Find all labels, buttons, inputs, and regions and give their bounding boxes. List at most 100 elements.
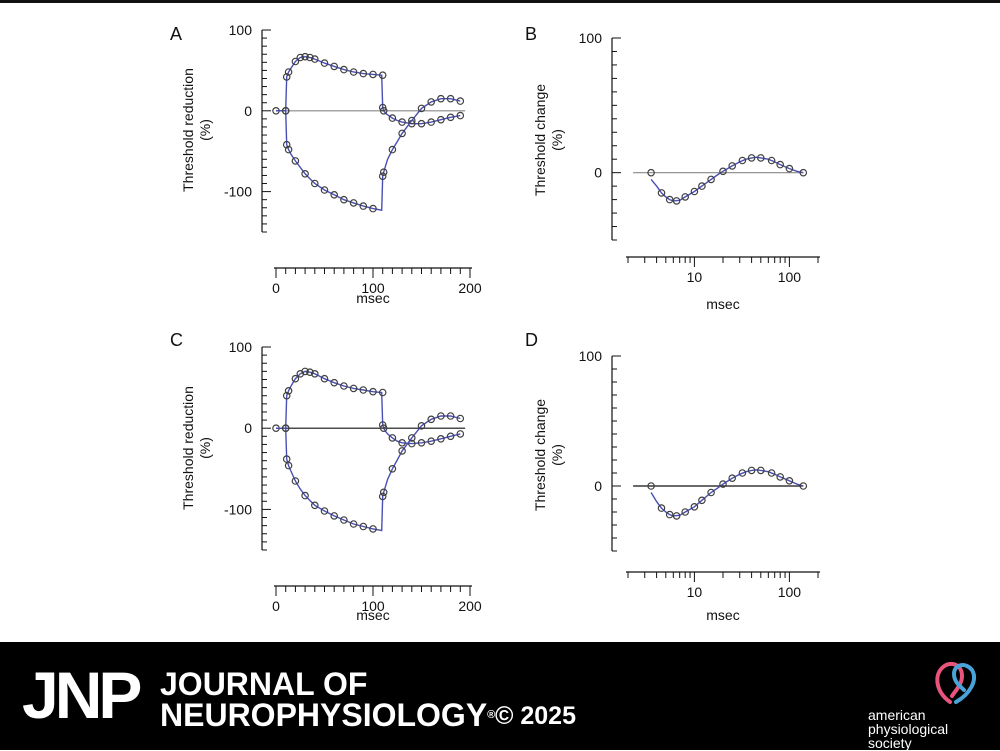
data-point	[417, 421, 426, 430]
data-point	[446, 432, 455, 441]
data-point	[320, 59, 329, 67]
series-line-hyperpolarizing	[276, 98, 461, 212]
data-point	[379, 168, 388, 177]
data-point	[340, 65, 348, 74]
x-tick-label: 100	[361, 280, 385, 296]
data-point	[284, 461, 293, 470]
y-axis-label-line2: (%)	[549, 129, 565, 151]
data-point	[756, 154, 765, 162]
data-point	[785, 164, 794, 173]
data-point	[388, 145, 397, 154]
data-point	[284, 386, 293, 395]
data-point	[388, 434, 397, 442]
data-point	[456, 97, 465, 105]
data-point	[378, 172, 387, 181]
data-point	[320, 374, 329, 383]
panel-c: C -100 0 100 Threshold reduction(%) 0 100 200 ms…	[170, 330, 482, 623]
data-point	[707, 175, 715, 184]
data-point	[437, 115, 445, 124]
top-rule	[0, 0, 1000, 3]
data-point	[291, 477, 300, 485]
data-point	[407, 116, 416, 125]
data-point	[767, 156, 776, 165]
data-point	[359, 202, 368, 210]
data-point	[738, 469, 747, 477]
data-point	[296, 53, 305, 62]
data-point	[799, 482, 808, 490]
panel-letter: B	[525, 24, 537, 44]
data-point	[369, 204, 377, 213]
data-point	[369, 525, 377, 533]
x-tick-label: 100	[778, 584, 802, 600]
data-point	[388, 464, 397, 473]
data-point	[379, 107, 388, 115]
data-point	[310, 501, 319, 510]
x-axis-label: msec	[356, 290, 389, 306]
data-point	[378, 71, 387, 80]
y-tick-label: 100	[579, 348, 603, 364]
data-point	[369, 70, 377, 79]
x-tick-label: 200	[458, 598, 482, 614]
data-point	[281, 107, 290, 115]
y-tick-label: 0	[244, 103, 252, 119]
data-point	[427, 437, 436, 446]
data-point	[446, 113, 455, 122]
data-point	[799, 168, 808, 177]
y-tick-label: 0	[594, 478, 602, 494]
series-line-depolarizing	[276, 55, 461, 125]
panel-letter: D	[525, 330, 538, 350]
data-point	[320, 186, 329, 194]
data-point	[310, 369, 319, 378]
y-tick-label: 0	[594, 165, 602, 181]
data-point	[776, 160, 785, 169]
y-axis-label-line2: (%)	[549, 444, 565, 466]
data-point	[756, 466, 765, 475]
data-point	[747, 154, 756, 162]
data-point	[417, 438, 426, 447]
panel-b: B 0 100 Threshold change(%) 10 100 msec	[525, 24, 820, 312]
data-point	[398, 129, 406, 138]
society-name: american physiological society	[868, 708, 988, 750]
data-point	[349, 199, 358, 207]
panel-letter: C	[170, 330, 183, 350]
data-point	[665, 510, 674, 519]
data-point	[349, 520, 358, 528]
data-point	[369, 387, 377, 396]
data-point	[707, 488, 715, 497]
society-name-line2: physiological	[868, 721, 949, 737]
journal-title-line2: NEUROPHYSIOLOGY®	[160, 699, 495, 731]
data-point	[310, 55, 319, 63]
society-name-line3: society	[868, 735, 912, 751]
data-point	[306, 368, 314, 377]
y-axis-label-line1: Threshold change	[532, 84, 548, 196]
x-tick-label: 0	[272, 280, 280, 296]
journal-footer: JNP JOURNAL OF NEUROPHYSIOLOGY® © 2025 a…	[0, 642, 1000, 750]
data-point	[672, 197, 681, 205]
panel-a: A -100 0 100 Threshold reduction(%) 0 100 200 ms…	[170, 22, 482, 306]
data-point	[407, 439, 416, 448]
data-point	[378, 103, 387, 112]
data-point	[767, 469, 776, 477]
data-point	[738, 156, 747, 165]
data-point	[698, 182, 706, 190]
society-name-line1: american	[868, 707, 926, 723]
data-point	[330, 512, 339, 520]
x-tick-label: 0	[272, 598, 280, 614]
data-point	[291, 157, 300, 165]
data-point	[407, 434, 416, 442]
data-point	[647, 168, 655, 177]
data-point	[378, 388, 387, 397]
data-point	[379, 424, 388, 433]
y-tick-label: 100	[579, 30, 603, 46]
data-point	[320, 507, 329, 515]
data-point	[665, 195, 674, 204]
data-point	[690, 187, 699, 196]
data-point	[282, 73, 291, 81]
data-point	[291, 57, 300, 66]
data-point	[698, 496, 706, 505]
data-point	[776, 473, 785, 481]
y-tick-label: 100	[229, 339, 253, 355]
data-point	[446, 94, 455, 103]
data-point	[456, 414, 465, 423]
